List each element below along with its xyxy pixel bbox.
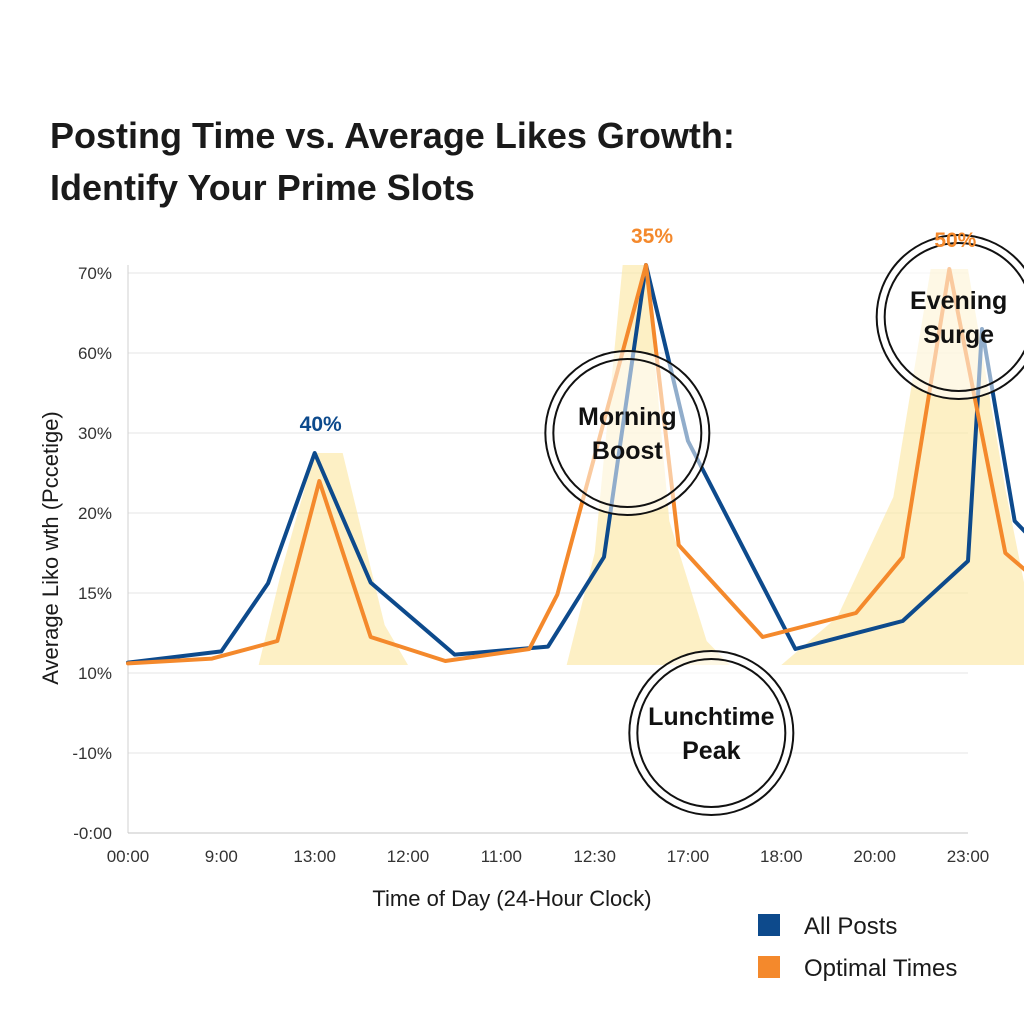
chart-title: Posting Time vs. Average Likes Growth: I… bbox=[50, 110, 735, 214]
peak-value-label: 35% bbox=[631, 225, 673, 248]
annotations: Morning Boost Lunchtime Peak Evening Surge bbox=[544, 234, 1024, 816]
y-tick-label: 20% bbox=[78, 504, 112, 523]
x-tick-label: 18:00 bbox=[760, 847, 803, 866]
x-tick-label: 20:00 bbox=[853, 847, 896, 866]
x-tick-label: 11:00 bbox=[481, 847, 522, 866]
annotation-circle-outer bbox=[544, 350, 711, 516]
legend-label: Optimal Times bbox=[804, 955, 957, 982]
legend-swatch bbox=[758, 956, 780, 978]
chart-title-line-1: Posting Time vs. Average Likes Growth: bbox=[50, 115, 735, 156]
axes: -0:00 -10% 10% 15% 20% 30% 60% 70% 00:00 9:00 13:0… bbox=[72, 264, 989, 866]
y-axis-title: Average Liko wth (Pccetige) bbox=[38, 411, 63, 685]
x-tick-label: 13:00 bbox=[293, 847, 336, 866]
annotation-label: Surge bbox=[923, 321, 994, 349]
x-tick-label: 23:00 bbox=[947, 847, 990, 866]
y-tick-label: -10% bbox=[72, 744, 112, 763]
peak-value-label: 50% bbox=[934, 229, 976, 252]
x-tick-label: 12:30 bbox=[573, 847, 616, 866]
x-tick-label: 12:00 bbox=[387, 847, 430, 866]
annotation-label: Lunchtime bbox=[648, 703, 774, 731]
x-axis-title: Time of Day (24-Hour Clock) bbox=[372, 886, 651, 911]
annotation-circle-inner bbox=[552, 358, 703, 508]
annotation-label: Boost bbox=[592, 437, 664, 465]
y-tick-label: -0:00 bbox=[73, 824, 112, 843]
annotation-label: Peak bbox=[682, 737, 740, 765]
annotation-circle-inner bbox=[883, 242, 1024, 392]
y-tick-label: 10% bbox=[78, 664, 112, 683]
annotation-label: Morning bbox=[578, 403, 677, 431]
x-tick-label: 00:00 bbox=[107, 847, 150, 866]
annotation-circle-outer bbox=[628, 650, 795, 816]
x-tick-label: 9:00 bbox=[205, 847, 238, 866]
x-tick-label: 17:00 bbox=[667, 847, 710, 866]
peak-value-label: 40% bbox=[300, 413, 342, 436]
legend-label: All Posts bbox=[804, 913, 897, 940]
y-tick-label: 60% bbox=[78, 344, 112, 363]
peak-labels: 40% 35% 50% bbox=[300, 225, 977, 436]
annotation-label: Evening bbox=[910, 287, 1007, 315]
y-tick-label: 70% bbox=[78, 264, 112, 283]
prime-slot-highlight bbox=[128, 265, 1024, 665]
y-tick-label: 30% bbox=[78, 424, 112, 443]
legend: All Posts Optimal Times bbox=[758, 913, 957, 982]
chart-title-line-2: Identify Your Prime Slots bbox=[50, 167, 475, 208]
grid-lines bbox=[128, 272, 968, 754]
legend-swatch bbox=[758, 914, 780, 936]
highlight-area bbox=[128, 265, 1024, 665]
annotation-circle-inner bbox=[636, 658, 787, 808]
annotation-circle-outer bbox=[875, 234, 1024, 400]
y-tick-label: 15% bbox=[78, 584, 112, 603]
